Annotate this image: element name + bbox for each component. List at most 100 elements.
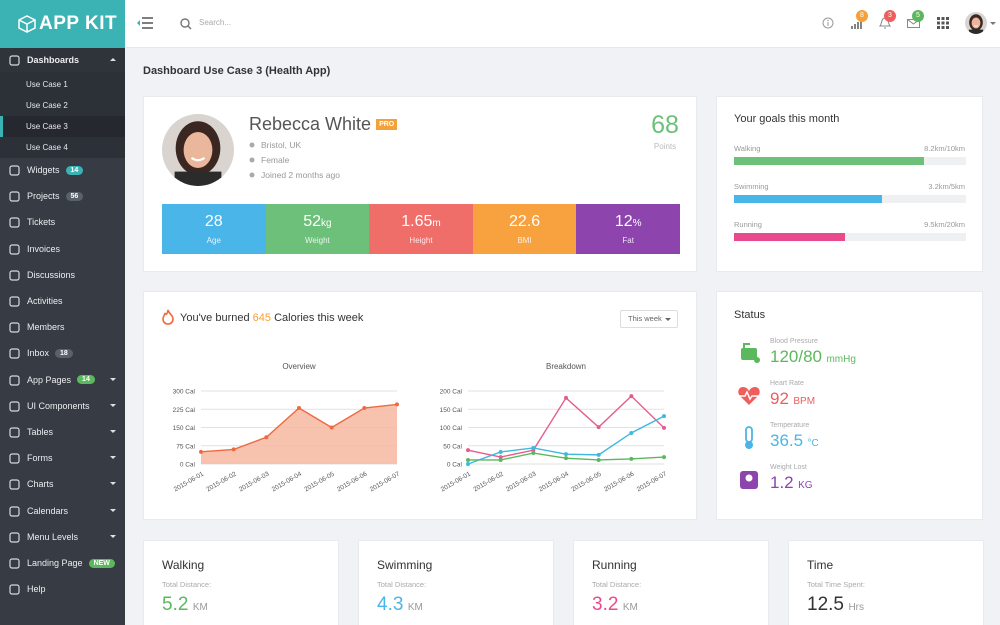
stat-value-row: 22.6 <box>473 213 577 231</box>
detail-icon <box>249 142 255 148</box>
nav-icon <box>9 374 20 386</box>
nav-subitem[interactable]: Use Case 1 <box>0 74 125 95</box>
summary-title: Time <box>807 558 834 572</box>
nav-item[interactable]: Dashboards <box>0 48 125 72</box>
nav-label: Help <box>27 584 46 595</box>
summary-unit: KM <box>407 602 423 613</box>
x-tick-label: 2015-06-01 <box>440 470 473 493</box>
x-tick-label: 2015-06-03 <box>505 470 538 493</box>
nav-icon <box>9 401 20 412</box>
caret <box>110 377 116 381</box>
y-tick-label: 150 Cal <box>440 407 463 414</box>
point <box>498 457 503 462</box>
stat-value: 12 <box>614 213 633 230</box>
summary-title: Walking <box>162 558 205 572</box>
nav-item[interactable]: Forms <box>0 446 125 470</box>
summary-title: Swimming <box>377 558 433 572</box>
nav-sublabel: Use Case 3 <box>26 122 68 131</box>
notification-badge: 3 <box>884 10 896 22</box>
stat-label: Weight <box>305 236 330 245</box>
point <box>231 447 236 452</box>
nav-item[interactable]: Activities <box>0 289 125 313</box>
nav-item[interactable]: Discussions <box>0 263 125 287</box>
notification-badge: 5 <box>912 10 924 22</box>
status-label: Weight Lost <box>770 464 807 471</box>
nav-item[interactable]: Tickets <box>0 210 125 234</box>
goal-name: Running <box>734 220 762 229</box>
status-label: Heart Rate <box>770 380 804 387</box>
stat-label: Fat <box>622 236 634 245</box>
y-tick-label: 0 Cal <box>447 462 463 469</box>
nav-item[interactable]: Projects 56 <box>0 184 125 208</box>
x-tick-label: 2015-06-06 <box>336 470 369 493</box>
nav-item[interactable]: Widgets 14 <box>0 158 125 182</box>
nav-icon <box>9 191 20 202</box>
period-dropdown[interactable]: This week <box>620 310 678 328</box>
search-icon <box>180 18 192 30</box>
y-tick-label: 100 Cal <box>440 425 463 432</box>
caret <box>110 456 116 460</box>
x-tick-label: 2015-06-02 <box>205 470 238 493</box>
goals-card: Your goals this month Walking 8.2km/10km Sw… <box>716 96 983 272</box>
profile-detail: Female <box>261 155 290 165</box>
submenu <box>0 72 125 158</box>
nav-subitem[interactable]: Use Case 3 <box>0 116 125 137</box>
nav-badge: 18 <box>55 348 73 358</box>
goal-name: Swimming <box>734 182 769 191</box>
caret <box>110 534 116 538</box>
status-icon <box>740 471 758 489</box>
nav-item[interactable]: Landing Page NEW <box>0 551 125 575</box>
nav-badge: 56 <box>65 191 84 201</box>
point <box>564 452 568 457</box>
stat-tile: 52kg Weight <box>265 204 370 254</box>
status-value-row: 120/80 mmHg <box>770 347 856 367</box>
nav-item[interactable]: Inbox 18 <box>0 341 125 365</box>
summary-unit: Hrs <box>848 602 864 613</box>
user-avatar <box>965 12 987 34</box>
point <box>466 448 470 453</box>
x-tick-label: 2015-06-07 <box>636 470 669 493</box>
nav-item[interactable]: Menu Levels <box>0 525 125 549</box>
card-title: Status <box>734 309 766 321</box>
y-tick-label: 225 Cal <box>173 407 196 414</box>
nav-subitem[interactable]: Use Case 4 <box>0 137 125 158</box>
nav-item[interactable]: Invoices <box>0 237 125 261</box>
nav-item[interactable]: Tables <box>0 420 125 444</box>
stat-tile: 1.65m Height <box>369 204 473 254</box>
status-unit: BPM <box>793 396 816 407</box>
card-title: Your goals this month <box>734 113 840 125</box>
x-tick-label: 2015-06-06 <box>603 470 636 493</box>
stat-value: 28 <box>204 213 223 230</box>
brand-icon <box>18 15 36 33</box>
goal-bar <box>734 195 883 203</box>
stat-value: 52 <box>303 213 321 230</box>
point <box>629 430 634 435</box>
y-tick-label: 200 Cal <box>440 389 463 396</box>
nav-subitem[interactable]: Use Case 2 <box>0 95 125 116</box>
nav-icon <box>9 322 20 333</box>
summary-value-row: 4.3 KM <box>377 594 423 616</box>
x-tick-label: 2015-06-05 <box>570 470 603 493</box>
nav-icon <box>9 532 20 543</box>
summary-value: 5.2 <box>162 594 189 615</box>
chart-title: Overview <box>282 362 316 371</box>
area <box>201 404 397 464</box>
chart-title: Breakdown <box>546 362 586 371</box>
caret <box>110 430 116 433</box>
nav-label: UI Components <box>27 400 90 411</box>
point <box>199 449 203 454</box>
nav-item[interactable]: Members <box>0 315 125 339</box>
nav-item[interactable]: Charts <box>0 472 125 496</box>
nav-label: Tables <box>27 427 54 437</box>
page-title: Dashboard Use Case 3 (Health App) <box>143 65 331 77</box>
nav-item[interactable]: UI Components <box>0 394 125 418</box>
nav-item[interactable]: App Pages 14 <box>0 368 125 392</box>
point <box>629 456 634 461</box>
nav-item[interactable]: Help <box>0 577 125 601</box>
goal-bar <box>734 233 846 241</box>
menu-toggle <box>137 17 153 29</box>
profile-card: Rebecca White PRO Bristol, UK Female Joined … <box>143 96 697 272</box>
nav-item[interactable]: Calendars <box>0 499 125 523</box>
search-input[interactable]: Search... <box>199 18 232 27</box>
flame-icon <box>162 309 174 325</box>
